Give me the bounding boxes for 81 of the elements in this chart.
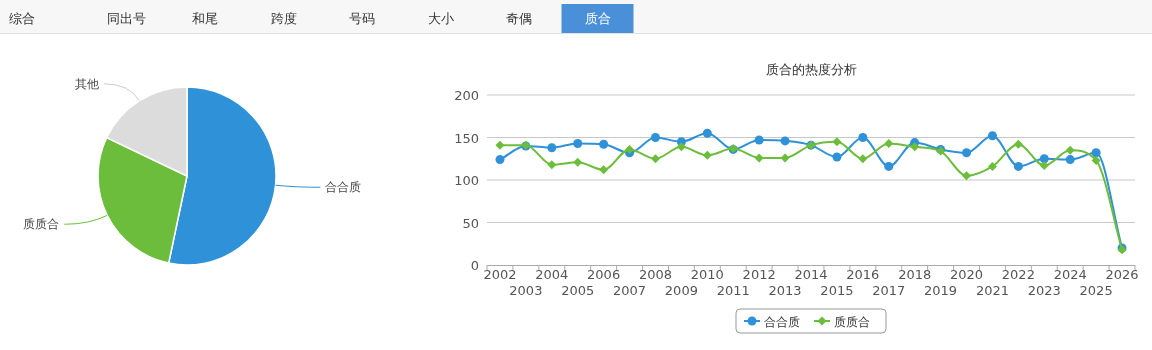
point bbox=[858, 133, 868, 142]
x-tick-label: 2023 bbox=[1027, 283, 1061, 298]
point bbox=[650, 133, 660, 142]
x-tick-label: 2026 bbox=[1105, 267, 1139, 282]
point bbox=[702, 150, 712, 160]
point bbox=[625, 144, 635, 154]
point bbox=[1013, 139, 1023, 149]
y-tick-label: 50 bbox=[462, 215, 479, 231]
x-tick-label: 2008 bbox=[638, 267, 673, 282]
x-tick-label: 2012 bbox=[742, 267, 776, 282]
text: 跨度 bbox=[270, 11, 297, 26]
x-tick-label: 2005 bbox=[561, 283, 595, 298]
point bbox=[780, 153, 790, 163]
point bbox=[573, 138, 583, 148]
text: 综合 bbox=[9, 11, 35, 26]
point bbox=[547, 160, 557, 170]
y-tick-label: 0 bbox=[470, 258, 479, 273]
x-tick-label: 2025 bbox=[1079, 283, 1113, 298]
point bbox=[547, 143, 557, 153]
x-tick-label: 2021 bbox=[975, 283, 1009, 298]
y-tick-label: 200 bbox=[454, 88, 479, 103]
text: 和尾 bbox=[192, 11, 218, 26]
y-tick-label: 100 bbox=[454, 173, 479, 188]
x-tick-label: 2009 bbox=[664, 283, 698, 298]
x-tick-label: 2006 bbox=[587, 267, 621, 282]
point bbox=[495, 155, 505, 165]
point bbox=[962, 171, 972, 181]
point bbox=[780, 136, 790, 146]
text: 质合 bbox=[584, 11, 611, 26]
point bbox=[599, 139, 609, 149]
x-tick-label: 2022 bbox=[1001, 267, 1035, 282]
point bbox=[573, 157, 583, 167]
x-tick-label: 2003 bbox=[509, 283, 543, 298]
point bbox=[1013, 161, 1023, 171]
point bbox=[884, 161, 894, 171]
point bbox=[884, 138, 894, 148]
x-tick-label: 2015 bbox=[820, 283, 854, 298]
y-tick-label: 150 bbox=[454, 130, 479, 146]
legend-label: 合合质 bbox=[764, 314, 800, 329]
x-tick-label: 2010 bbox=[690, 267, 724, 282]
x-tick-label: 2020 bbox=[949, 267, 984, 282]
point bbox=[650, 154, 660, 164]
text: 同出号 bbox=[107, 11, 146, 26]
point bbox=[832, 152, 842, 162]
point bbox=[858, 154, 868, 164]
point bbox=[599, 165, 609, 175]
x-tick-label: 2007 bbox=[613, 283, 647, 298]
point bbox=[832, 137, 842, 147]
x-tick-label: 2019 bbox=[924, 283, 958, 298]
point bbox=[987, 131, 997, 141]
point bbox=[962, 148, 972, 158]
text: 大小 bbox=[427, 11, 454, 26]
x-tick-label: 2002 bbox=[483, 267, 517, 282]
x-tick-label: 2016 bbox=[846, 267, 880, 282]
chart-title: 质合的热度分析 bbox=[765, 62, 857, 77]
point bbox=[987, 161, 997, 171]
point bbox=[1039, 161, 1049, 171]
point bbox=[1065, 155, 1075, 165]
text: 奇偶 bbox=[506, 11, 532, 26]
x-tick-label: 2024 bbox=[1053, 267, 1087, 282]
point bbox=[676, 142, 686, 152]
x-tick-label: 2004 bbox=[535, 267, 569, 282]
slice-label: 其他 bbox=[74, 76, 99, 91]
legend-label: 质质合 bbox=[834, 314, 870, 329]
x-tick-label: 2017 bbox=[872, 283, 906, 298]
point bbox=[495, 140, 505, 150]
point bbox=[702, 128, 712, 138]
x-tick-label: 2018 bbox=[898, 267, 932, 282]
slice-label: 质质合 bbox=[23, 217, 60, 232]
slice-label: 合合质 bbox=[325, 180, 362, 195]
point bbox=[1065, 145, 1075, 155]
point bbox=[1091, 155, 1101, 165]
point bbox=[910, 142, 920, 152]
point bbox=[754, 153, 764, 163]
x-tick-label: 2011 bbox=[716, 283, 750, 298]
x-tick-label: 2013 bbox=[768, 283, 802, 298]
point bbox=[754, 135, 764, 145]
text: 号码 bbox=[349, 11, 375, 26]
point bbox=[1091, 148, 1101, 158]
x-tick-label: 2014 bbox=[794, 267, 828, 282]
point bbox=[1039, 154, 1049, 164]
